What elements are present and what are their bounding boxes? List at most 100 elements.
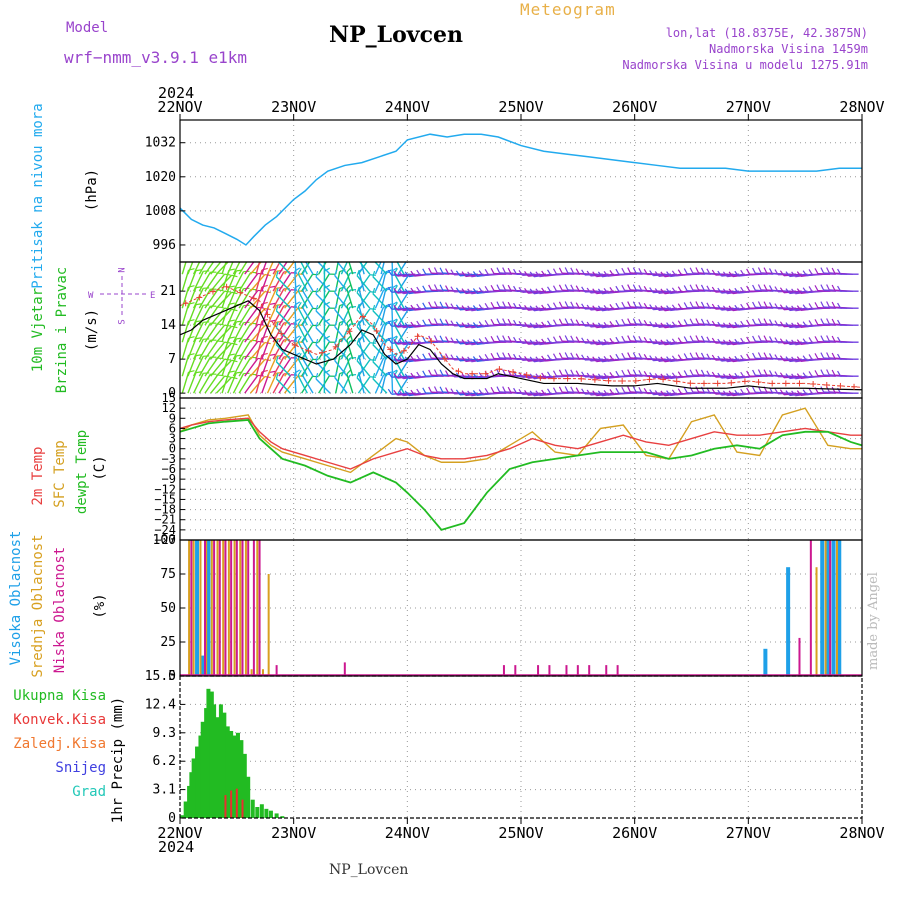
wind-barb-flag [779,338,785,344]
wind-barb [204,262,215,275]
wind-barb [187,355,197,377]
precip-unit-label: 1hr Precip (mm) [110,697,126,823]
compass-south: S [118,319,128,324]
wind-barb-flag [666,339,671,345]
wind-barb-flag [774,354,779,360]
wind-barb-flag [826,335,830,342]
model-elevation-label: Nadmorska Visina u modelu 1275.91m [622,58,868,72]
wind-barb-flag [740,286,745,293]
wind-barb [465,358,484,363]
wind-barb-flag [609,389,614,395]
wind-barb-flag [649,372,654,378]
wind-barb-flag [609,287,614,293]
wind-barb-flag [558,352,563,359]
wind-barb-flag [490,386,495,393]
wind-barb-flag [615,387,620,394]
wind-barb-flag [814,302,819,308]
wind-barb-flag [478,372,484,378]
wind-barb-flag [461,271,467,277]
wind-barb-flag [791,322,796,329]
wind-barb [658,290,677,294]
wind-barb-flag [769,319,773,325]
wind-barb-flag [467,305,472,312]
wind-barb-flag [779,270,785,276]
precip-legend-item: Konvek.Kisa [13,712,106,728]
wind-barb [334,275,348,292]
wind-barb-flag [552,319,557,326]
wind-barb-flag [433,284,438,291]
wind-barb-flag [621,318,626,325]
wind-barb-flag [700,335,705,342]
wind-barb-flag [298,251,301,256]
wind-barb-flag [445,370,449,377]
wind-barb-flag [621,386,626,393]
wind-barb-flag [734,304,739,311]
pressure-unit-label: (hPa) [84,169,100,211]
wind-barb [275,310,291,326]
model-name: wrf−nmm_v3.9.1 e1km [64,48,248,67]
wind-barb-flag [416,371,421,378]
wind-barb [789,290,808,295]
total-precip-bar [187,785,192,818]
y-tick-label: −21 [154,513,176,527]
wind-barb [232,271,245,292]
wind-barb-flag [728,390,734,396]
low-cloud-bar [204,540,207,676]
wind-barb-flag [324,335,330,340]
wind-barb-flag [774,337,779,343]
wind-barb-flag [398,322,404,328]
wind-barb-flag [627,352,631,359]
temp-ylabel-2m: 2m Temp [30,446,46,505]
wind-barb [726,324,746,329]
wind-barb [380,305,387,326]
wind-barb-flag [433,335,438,342]
wind-barb [465,341,484,346]
high-cloud-bar [820,540,825,676]
wind-barb-flag [785,339,791,345]
wind-barb [374,374,385,394]
wind-barb-flag [450,269,455,276]
wind-barb-flag [609,321,614,327]
low-cloud-bar [241,540,244,676]
wind-barb-flag [236,253,242,254]
wind-barb-flag [398,373,404,379]
wind-barb [300,262,308,275]
wind-barb-flag [564,352,569,359]
wind-barb [403,307,422,312]
wind-barb [403,392,422,397]
wind-barb-flag [831,284,836,291]
wind-barb-flag [627,369,631,376]
wind-barb [232,305,245,326]
wind-barb-flag [683,268,688,275]
wind-barb-flag [422,268,427,275]
wind-barb-flag [372,338,376,345]
wind-barb-flag [275,338,279,345]
wind-barb-flag [627,335,631,342]
wind-barb-flag [728,356,734,362]
wind-barb-flag [428,318,432,325]
wind-barb-flag [802,389,808,395]
wind-barb-flag [552,302,557,309]
wind-barb-flag [666,356,671,362]
wind-barb [357,274,371,292]
wind-barb-flag [564,301,569,308]
wind-barb [315,378,331,394]
wind-barb-flag [671,321,677,328]
wind-barb [658,273,677,277]
wind-barb-flag [529,339,535,345]
wind-barb [193,356,204,377]
wind-barb-flag [660,390,666,397]
wind-barb-flag [507,318,512,325]
wind-barb-flag [592,322,597,328]
x-tick-label-top: 28NOV [839,98,884,116]
wind-barb-flag [439,318,444,325]
wind-barb [380,322,387,343]
wind-barb-flag [592,288,597,294]
wind-barb [301,375,314,394]
wind-barb-flag [711,269,717,276]
wind-barb-flag [677,337,682,344]
total-precip-bar [280,816,285,818]
y-tick-label: 0 [169,442,176,456]
wind-barb-flag [541,270,546,277]
wind-barb-flag [683,336,688,343]
